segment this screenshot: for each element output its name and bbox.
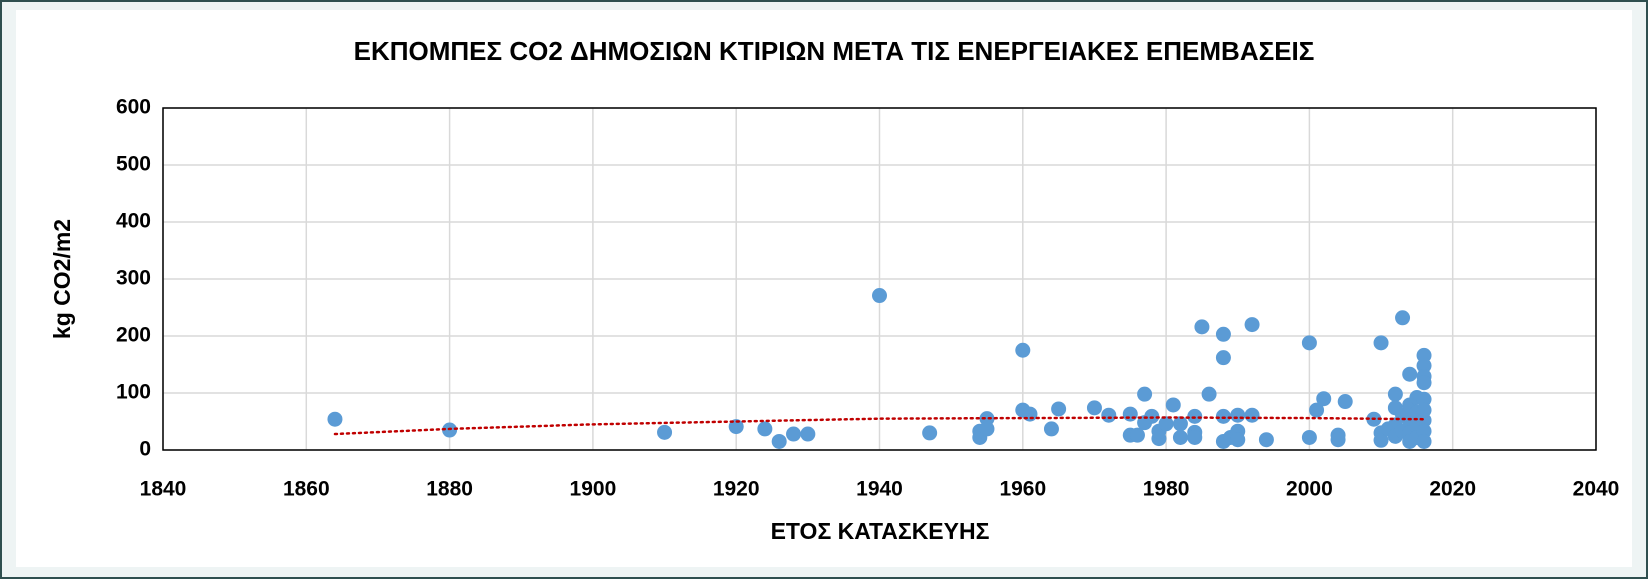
- y-tick-label: 500: [116, 153, 151, 176]
- x-tick-label: 1960: [999, 478, 1046, 501]
- point: [1022, 406, 1038, 422]
- y-tick-label: 100: [116, 381, 151, 404]
- x-tick-label: 1860: [283, 478, 330, 501]
- point: [771, 433, 787, 449]
- point: [1395, 310, 1411, 326]
- point: [1416, 402, 1432, 418]
- point: [1165, 397, 1181, 413]
- point: [979, 411, 995, 427]
- point: [1172, 429, 1188, 445]
- x-tick-label: 1920: [713, 478, 760, 501]
- point: [786, 426, 802, 442]
- plot-border: [162, 107, 1597, 451]
- point: [1230, 432, 1246, 448]
- chart-title: ΕΚΠΟΜΠΕΣ CO2 ΔΗΜΟΣΙΩΝ ΚΤΙΡΙΩΝ ΜΕΤΑ ΤΙΣ Ε…: [354, 36, 1315, 66]
- y-axis-label: kg CO2/m2: [49, 219, 75, 339]
- point: [1215, 408, 1231, 424]
- point: [657, 424, 673, 440]
- point: [1387, 386, 1403, 402]
- point: [1373, 432, 1389, 448]
- point: [1416, 423, 1432, 439]
- point: [1337, 394, 1353, 410]
- point: [1402, 366, 1418, 382]
- point: [1330, 432, 1346, 448]
- point: [1015, 342, 1031, 358]
- chart-area: [16, 10, 1632, 567]
- point: [1187, 408, 1203, 424]
- point: [1043, 421, 1059, 437]
- x-tick-label: 1980: [1143, 478, 1190, 501]
- point: [1215, 326, 1231, 342]
- point: [872, 288, 887, 304]
- point: [1416, 347, 1432, 363]
- y-tick-label: 200: [116, 324, 151, 347]
- point: [728, 419, 744, 435]
- point: [1051, 401, 1067, 417]
- x-tick-label: 2040: [1573, 478, 1620, 501]
- point: [1187, 429, 1203, 445]
- point: [1244, 407, 1260, 423]
- y-tick-label: 400: [116, 210, 151, 233]
- point: [1416, 433, 1432, 449]
- point: [1244, 317, 1260, 333]
- point: [1122, 406, 1138, 422]
- point: [922, 425, 938, 441]
- x-tick-label: 1900: [570, 478, 617, 501]
- point: [800, 426, 816, 442]
- point: [1416, 412, 1432, 428]
- point: [1373, 335, 1389, 351]
- y-tick-label: 300: [116, 267, 151, 290]
- x-tick-label: 1940: [856, 478, 903, 501]
- point: [1301, 335, 1317, 351]
- point: [979, 421, 995, 437]
- point: [1230, 407, 1246, 423]
- point: [1416, 358, 1432, 374]
- point: [1101, 407, 1117, 423]
- point: [1301, 429, 1317, 445]
- y-tick-label: 0: [139, 438, 151, 461]
- point: [1137, 386, 1153, 402]
- point: [1416, 391, 1432, 407]
- point: [1258, 432, 1274, 448]
- point: [757, 421, 773, 437]
- point: [327, 411, 343, 427]
- point: [1316, 391, 1332, 407]
- point: [1201, 386, 1217, 402]
- point: [1194, 319, 1210, 335]
- trendline: [333, 416, 1426, 436]
- point: [1086, 400, 1102, 416]
- x-tick-label: 1840: [140, 478, 187, 501]
- point: [1129, 427, 1145, 443]
- x-tick-label: 1880: [426, 478, 473, 501]
- point: [1172, 416, 1188, 432]
- x-tick-label: 2000: [1286, 478, 1333, 501]
- point: [1215, 350, 1231, 366]
- point: [1416, 375, 1432, 391]
- y-tick-label: 600: [116, 96, 151, 119]
- x-axis-label: ΕΤΟΣ ΚΑΤΑΣΚΕΥΗΣ: [771, 518, 990, 544]
- point: [1158, 416, 1174, 432]
- point: [1309, 402, 1325, 418]
- x-tick-label: 2020: [1429, 478, 1476, 501]
